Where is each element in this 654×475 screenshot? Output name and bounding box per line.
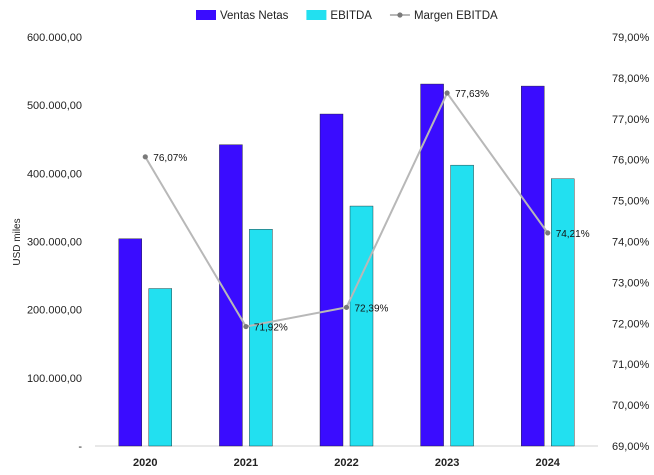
x-tick-label: 2023 — [435, 457, 459, 469]
legend-label-ebitda: EBITDA — [330, 10, 372, 22]
legend-label-ventas-netas: Ventas Netas — [220, 10, 289, 22]
bar-ventas-netas — [219, 144, 243, 447]
bar-ebitda — [148, 288, 173, 447]
bar-ventas-netas — [319, 113, 344, 447]
y2-tick-label: 70,00% — [612, 400, 650, 412]
x-axis-ticks: 2020 2021 2022 2023 2024 — [133, 457, 561, 469]
margin-data-label: 77,63% — [455, 89, 489, 100]
margin-line — [144, 91, 549, 328]
bar-ventas-netas — [420, 83, 444, 447]
bar-ebitda — [249, 229, 273, 447]
y-tick-label: 200.000,00 — [27, 305, 82, 317]
margin-data-label: 71,92% — [254, 323, 288, 334]
x-tick-label: 2021 — [234, 457, 258, 469]
bar-ventas-netas — [118, 238, 143, 447]
y2-tick-label: 73,00% — [612, 277, 650, 289]
y-tick-label: 400.000,00 — [27, 168, 82, 180]
bars — [118, 83, 575, 447]
bar-ebitda — [551, 178, 575, 447]
margin-point — [444, 90, 450, 96]
y-tick-label: 300.000,00 — [27, 237, 82, 249]
y2-tick-label: 69,00% — [612, 441, 650, 453]
legend-marker-margen-ebitda — [397, 12, 403, 18]
margin-data-label: 72,39% — [355, 303, 389, 314]
y-tick-label: 500.000,00 — [27, 100, 82, 112]
y2-tick-label: 76,00% — [612, 155, 650, 167]
legend-label-margen-ebitda: Margen EBITDA — [414, 10, 498, 22]
bar-ebitda — [349, 205, 374, 447]
y2-tick-label: 77,00% — [612, 114, 650, 126]
bar-ebitda — [450, 164, 474, 447]
margin-data-label: 76,07% — [153, 153, 187, 164]
y2-axis-ticks: 69,00% 70,00% 71,00% 72,00% 73,00% 74,00% 75,0… — [612, 32, 650, 453]
x-tick-label: 2024 — [535, 457, 560, 469]
y2-tick-label: 74,00% — [612, 237, 650, 249]
y-axis-ticks: - 100.000,00 200.000,00 300.000,00 400.000,0… — [27, 32, 82, 453]
bar-ventas-netas — [521, 85, 545, 447]
y-tick-label: 100.000,00 — [27, 373, 82, 385]
margin-point — [243, 323, 249, 330]
y-axis-title: USD miles — [12, 218, 23, 265]
y-tick-label: - — [78, 441, 82, 453]
margin-point — [343, 304, 350, 310]
legend-swatch-ventas-netas — [196, 10, 216, 20]
legend-swatch-ebitda — [306, 10, 327, 20]
x-tick-label: 2020 — [133, 457, 157, 469]
y2-tick-label: 78,00% — [612, 73, 650, 85]
margin-point — [142, 154, 148, 160]
margin-data-label: 74,21% — [556, 229, 590, 240]
legend: Ventas Netas EBITDA Margen EBITDA — [196, 10, 498, 22]
y2-tick-label: 75,00% — [612, 196, 650, 208]
y2-tick-label: 79,00% — [612, 32, 650, 44]
y2-tick-label: 72,00% — [612, 318, 650, 330]
x-tick-label: 2022 — [334, 457, 358, 469]
margin-point — [545, 230, 551, 236]
y-tick-label: 600.000,00 — [27, 32, 82, 44]
y2-tick-label: 71,00% — [612, 359, 650, 371]
margin-line-series: 76,07% 71,92% 72,39% 77,63% 74,21% — [142, 89, 590, 334]
